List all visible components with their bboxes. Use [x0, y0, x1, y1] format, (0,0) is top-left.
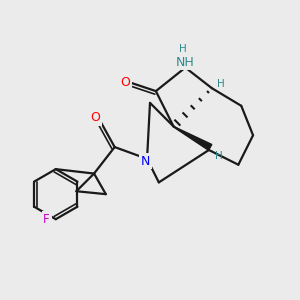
Polygon shape	[174, 126, 212, 150]
Text: H: H	[218, 79, 225, 89]
Text: N: N	[141, 155, 150, 168]
Text: H: H	[179, 44, 187, 54]
Text: O: O	[91, 111, 100, 124]
Text: F: F	[43, 213, 50, 226]
Text: O: O	[120, 76, 130, 89]
Text: H: H	[215, 151, 223, 161]
Text: NH: NH	[176, 56, 195, 69]
